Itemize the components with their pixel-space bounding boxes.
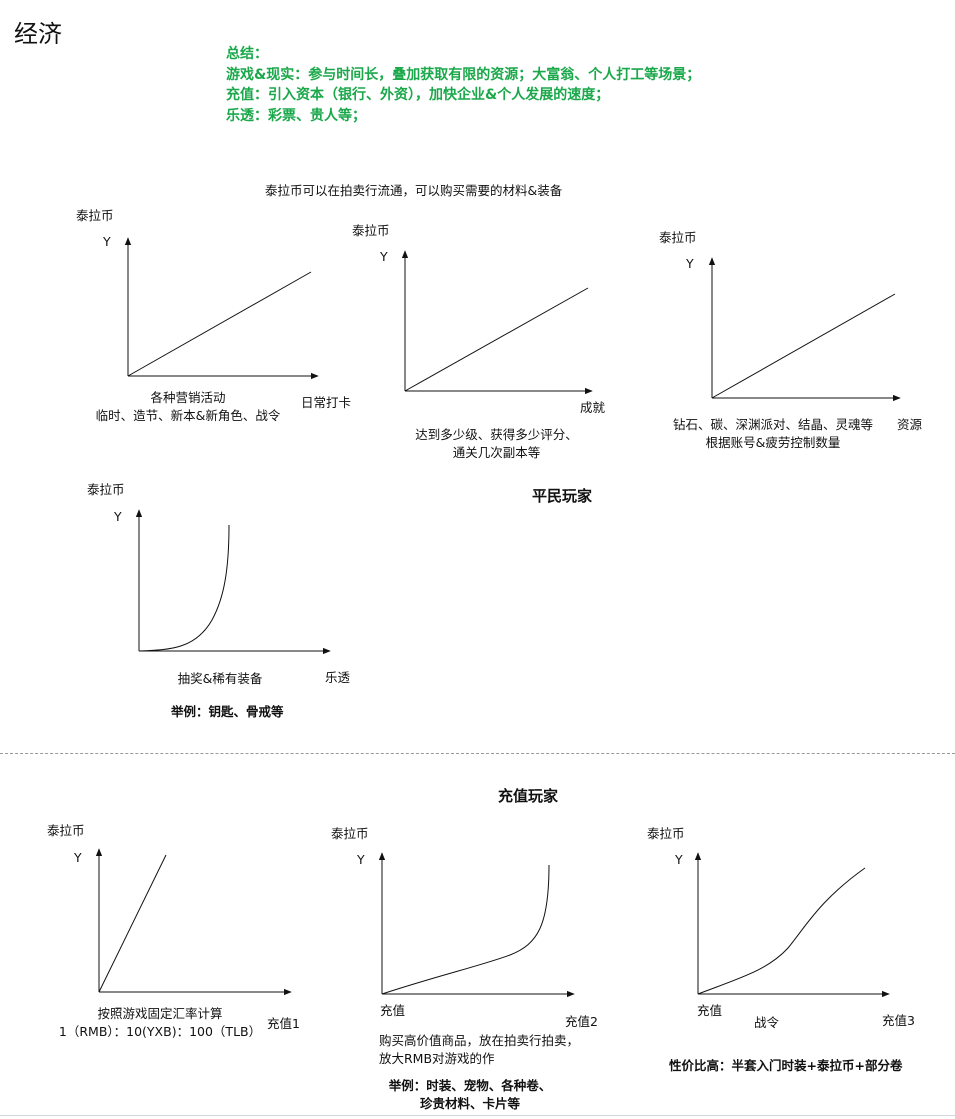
chart-lottery-xlabel: 乐透 <box>325 670 351 685</box>
chart-recharge3-xlabel: 充值3 <box>882 1013 915 1028</box>
section-divider <box>0 753 955 754</box>
page-title: 经济 <box>14 20 62 48</box>
chart-recharge2-example-1: 举例：时装、宠物、各种卷、 <box>388 1078 552 1093</box>
chart-achievement-note-2: 通关几次副本等 <box>452 445 541 460</box>
chart-daily-xlabel: 日常打卡 <box>301 395 352 410</box>
chart-recharge1-note-2: 1（RMB）：10(YXB)：100（TLB） <box>58 1024 262 1039</box>
series-curve <box>138 524 230 652</box>
chart-recharge2-example-2: 珍贵材料、卡片等 <box>419 1096 520 1111</box>
chart-daily <box>124 237 319 380</box>
chart-resources-xlabel: 资源 <box>897 417 923 432</box>
chart-recharge1-y-letter: Y <box>74 850 82 865</box>
chart-recharge2-xlabel: 充值2 <box>565 1014 598 1029</box>
chart-achievement <box>401 250 593 395</box>
chart-recharge2 <box>378 852 575 998</box>
chart-lottery-note-1: 抽奖&稀有装备 <box>177 671 263 686</box>
series-curve <box>127 271 312 377</box>
summary-block: 总结： 游戏&现实：参与时间长，叠加获取有限的资源；大富翁、个人打工等场景； 充… <box>226 44 700 126</box>
series-curve <box>711 293 896 399</box>
chart-daily-note-1: 各种营销活动 <box>150 390 226 405</box>
chart-recharge3-ylabel: 泰拉币 <box>647 826 685 841</box>
chart-recharge3 <box>694 852 890 998</box>
chart-recharge1-xlabel: 充值1 <box>267 1016 300 1031</box>
summary-line-recharge: 充值：引入资本（银行、外资），加快企业&个人发展的速度； <box>226 87 610 103</box>
chart-resources <box>708 257 901 402</box>
chart-recharge3-y-letter: Y <box>675 852 683 867</box>
chart-resources-note-2: 根据账号&疲劳控制数量 <box>705 435 841 450</box>
chart-recharge1-note-1: 按照游戏固定汇率计算 <box>97 1006 223 1021</box>
chart-recharge1-ylabel: 泰拉币 <box>47 823 85 838</box>
chart-achievement-note-1: 达到多少级、获得多少评分、 <box>415 427 578 442</box>
chart-achievement-ylabel: 泰拉币 <box>352 223 390 238</box>
chart-recharge3-origin-label: 充值 <box>697 1003 723 1018</box>
summary-heading: 总结： <box>226 46 268 62</box>
civilian-player-header: 平民玩家 <box>532 487 593 505</box>
summary-line-lottery: 乐透：彩票、贵人等； <box>226 107 366 124</box>
chart-daily-ylabel: 泰拉币 <box>76 208 114 223</box>
chart-lottery-ylabel: 泰拉币 <box>87 482 125 497</box>
chart-lottery-example: 举例：钥匙、骨戒等 <box>171 704 284 719</box>
chart-resources-y-letter: Y <box>686 256 694 271</box>
chart-lottery-y-letter: Y <box>114 509 122 524</box>
chart-achievement-xlabel: 成就 <box>580 400 606 415</box>
chart-daily-note-2: 临时、造节、新本&新角色、战令 <box>95 408 281 423</box>
chart-recharge3-note-1: 战令 <box>754 1015 780 1030</box>
summary-line-game-reality: 游戏&现实：参与时间长，叠加获取有限的资源；大富翁、个人打工等场景； <box>226 66 701 83</box>
chart-recharge2-note-1: 购买高价值商品，放在拍卖行拍卖， <box>379 1033 580 1048</box>
chart-recharge3-example: 性价比高：半套入门时装+泰拉币+部分卷 <box>669 1058 903 1073</box>
chart-lottery <box>135 509 331 655</box>
bottom-border <box>0 1115 955 1116</box>
chart-achievement-y-letter: Y <box>380 249 388 264</box>
series-curve <box>98 854 167 993</box>
chart-recharge2-origin-label: 充值 <box>380 1003 406 1018</box>
chart-resources-ylabel: 泰拉币 <box>659 230 697 245</box>
chart-daily-y-letter: Y <box>103 234 111 249</box>
series-curve <box>697 867 866 995</box>
series-curve <box>404 287 589 392</box>
chart-resources-note-1: 钻石、碳、深渊派对、结晶、灵魂等 <box>672 417 873 432</box>
chart-recharge2-y-letter: Y <box>357 852 365 867</box>
chart-recharge2-note-2: 放大RMB对游戏的作 <box>379 1051 495 1066</box>
chart-recharge1 <box>95 848 292 996</box>
paying-player-header: 充值玩家 <box>498 787 559 805</box>
section-note: 泰拉币可以在拍卖行流通，可以购买需要的材料&装备 <box>265 183 563 198</box>
series-curve <box>381 864 550 995</box>
chart-recharge2-ylabel: 泰拉币 <box>331 826 369 841</box>
